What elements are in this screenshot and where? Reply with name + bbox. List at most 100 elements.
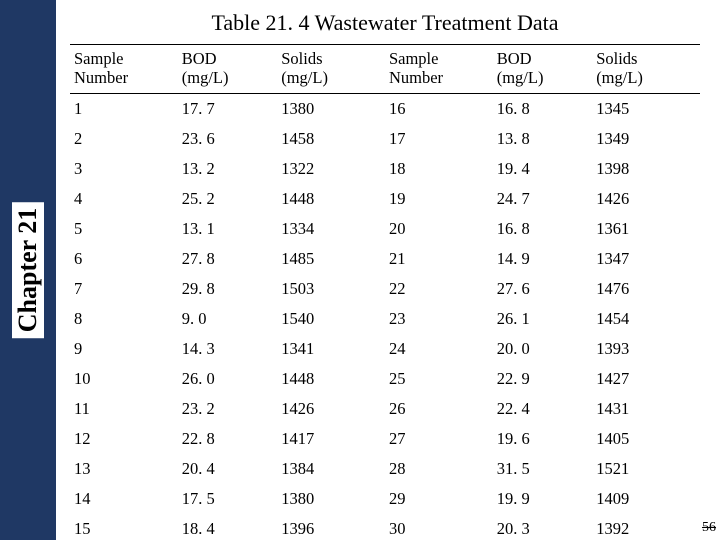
column-header-line1: Solids: [281, 49, 322, 68]
table-cell: 6: [70, 244, 178, 274]
table-cell: 1341: [277, 334, 385, 364]
column-header: Solids(mg/L): [277, 45, 385, 94]
table-cell: 17. 7: [178, 93, 277, 124]
table-cell: 16: [385, 93, 493, 124]
main-content: Table 21. 4 Wastewater Treatment Data Sa…: [70, 10, 700, 544]
table-cell: 22: [385, 274, 493, 304]
table-cell: 1347: [592, 244, 700, 274]
table-cell: 24: [385, 334, 493, 364]
table-cell: 1427: [592, 364, 700, 394]
table-row: 914. 313412420. 01393: [70, 334, 700, 364]
table-row: 313. 213221819. 41398: [70, 154, 700, 184]
table-cell: 22. 4: [493, 394, 592, 424]
table-cell: 1448: [277, 184, 385, 214]
table-cell: 25. 2: [178, 184, 277, 214]
table-cell: 26. 0: [178, 364, 277, 394]
column-header-line2: (mg/L): [497, 68, 544, 87]
table-cell: 9: [70, 334, 178, 364]
table-cell: 1431: [592, 394, 700, 424]
table-cell: 23: [385, 304, 493, 334]
column-header-line2: (mg/L): [182, 68, 229, 87]
table-cell: 14. 3: [178, 334, 277, 364]
column-header-line1: BOD: [497, 49, 532, 68]
table-cell: 1334: [277, 214, 385, 244]
table-row: 1320. 413842831. 51521: [70, 454, 700, 484]
table-cell: 23. 2: [178, 394, 277, 424]
table-cell: 1398: [592, 154, 700, 184]
table-row: 89. 015402326. 11454: [70, 304, 700, 334]
table-row: 1123. 214262622. 41431: [70, 394, 700, 424]
column-header-line1: Sample: [389, 49, 439, 68]
table-cell: 8: [70, 304, 178, 334]
table-cell: 10: [70, 364, 178, 394]
table-cell: 3: [70, 154, 178, 184]
table-cell: 1396: [277, 514, 385, 544]
table-cell: 29: [385, 484, 493, 514]
table-cell: 1349: [592, 124, 700, 154]
table-cell: 1503: [277, 274, 385, 304]
table-header: SampleNumberBOD(mg/L)Solids(mg/L)SampleN…: [70, 45, 700, 94]
table-row: 1518. 413963020. 31392: [70, 514, 700, 544]
column-header-line2: (mg/L): [281, 68, 328, 87]
table-cell: 27. 6: [493, 274, 592, 304]
table-cell: 1485: [277, 244, 385, 274]
column-header-line1: Sample: [74, 49, 124, 68]
table-cell: 1454: [592, 304, 700, 334]
table-cell: 18. 4: [178, 514, 277, 544]
data-table: SampleNumberBOD(mg/L)Solids(mg/L)SampleN…: [70, 44, 700, 544]
table-cell: 1426: [592, 184, 700, 214]
table-cell: 5: [70, 214, 178, 244]
table-cell: 1380: [277, 93, 385, 124]
table-cell: 13: [70, 454, 178, 484]
table-cell: 15: [70, 514, 178, 544]
column-header: BOD(mg/L): [178, 45, 277, 94]
table-cell: 18: [385, 154, 493, 184]
table-cell: 1392: [592, 514, 700, 544]
table-cell: 2: [70, 124, 178, 154]
table-cell: 14. 9: [493, 244, 592, 274]
table-row: 627. 814852114. 91347: [70, 244, 700, 274]
table-cell: 9. 0: [178, 304, 277, 334]
table-title: Table 21. 4 Wastewater Treatment Data: [70, 10, 700, 36]
table-cell: 19. 4: [493, 154, 592, 184]
table-row: 1026. 014482522. 91427: [70, 364, 700, 394]
table-cell: 1458: [277, 124, 385, 154]
table-cell: 1393: [592, 334, 700, 364]
table-cell: 19: [385, 184, 493, 214]
table-cell: 13. 8: [493, 124, 592, 154]
table-cell: 1384: [277, 454, 385, 484]
table-cell: 1448: [277, 364, 385, 394]
table-cell: 20. 4: [178, 454, 277, 484]
column-header-line1: BOD: [182, 49, 217, 68]
table-cell: 1426: [277, 394, 385, 424]
table-cell: 12: [70, 424, 178, 454]
table-cell: 24. 7: [493, 184, 592, 214]
table-cell: 31. 5: [493, 454, 592, 484]
table-cell: 1: [70, 93, 178, 124]
table-cell: 11: [70, 394, 178, 424]
table-cell: 17. 5: [178, 484, 277, 514]
table-row: 1222. 814172719. 61405: [70, 424, 700, 454]
column-header: SampleNumber: [385, 45, 493, 94]
table-row: 513. 113342016. 81361: [70, 214, 700, 244]
table-cell: 27. 8: [178, 244, 277, 274]
table-cell: 19. 6: [493, 424, 592, 454]
table-cell: 1476: [592, 274, 700, 304]
table-cell: 22. 8: [178, 424, 277, 454]
column-header: SampleNumber: [70, 45, 178, 94]
table-cell: 1521: [592, 454, 700, 484]
column-header-line2: Number: [389, 68, 443, 87]
table-cell: 26. 1: [493, 304, 592, 334]
column-header-line2: (mg/L): [596, 68, 643, 87]
column-header: Solids(mg/L): [592, 45, 700, 94]
table-cell: 20. 0: [493, 334, 592, 364]
table-cell: 23. 6: [178, 124, 277, 154]
table-cell: 20: [385, 214, 493, 244]
table-row: 223. 614581713. 81349: [70, 124, 700, 154]
table-cell: 16. 8: [493, 93, 592, 124]
table-cell: 1322: [277, 154, 385, 184]
table-cell: 1405: [592, 424, 700, 454]
chapter-label: Chapter 21: [12, 202, 44, 338]
table-cell: 29. 8: [178, 274, 277, 304]
sidebar: Chapter 21: [0, 0, 56, 540]
